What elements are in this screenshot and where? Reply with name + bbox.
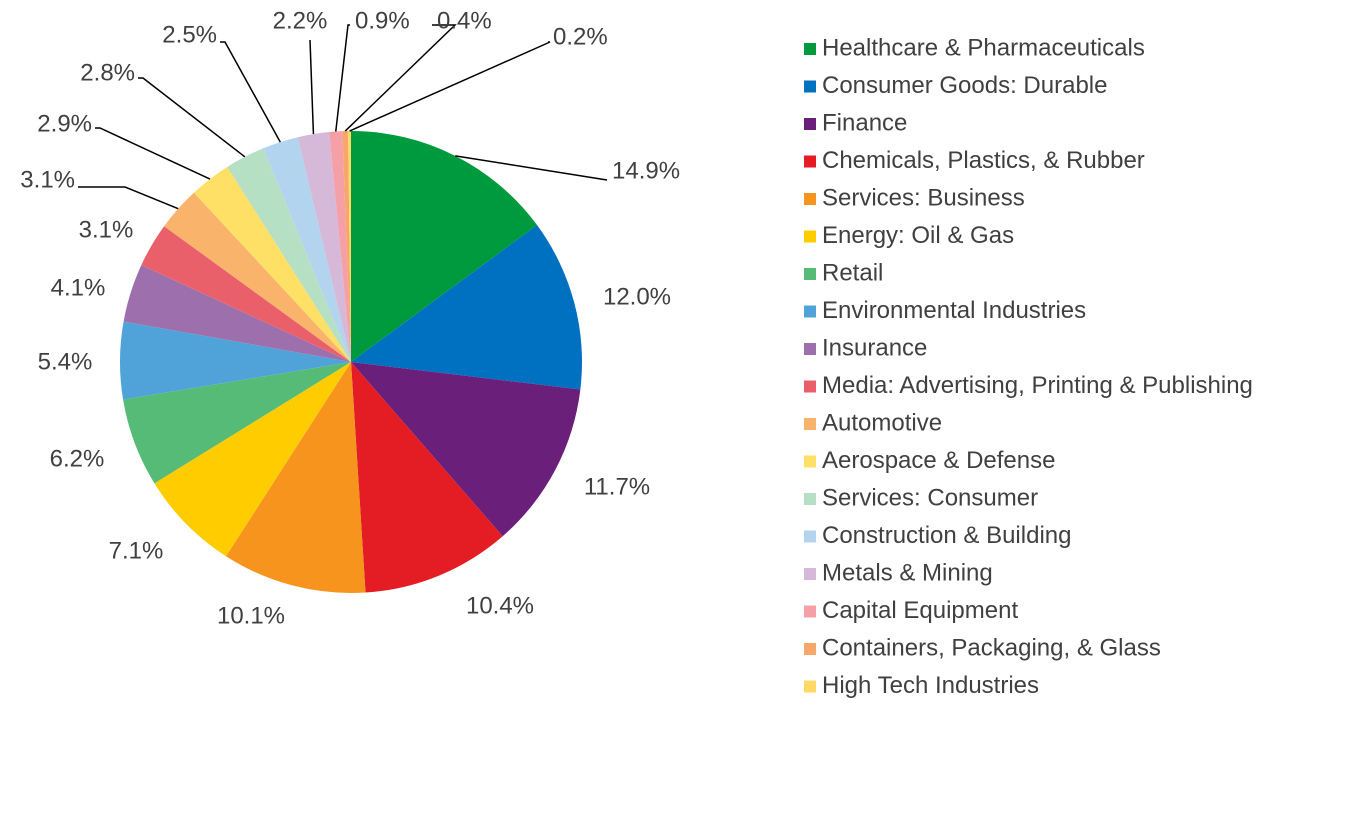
pie-slice — [342, 131, 351, 362]
legend-swatch — [804, 43, 816, 55]
pie-slice — [329, 131, 351, 362]
legend-label: Chemicals, Plastics, & Rubber — [822, 147, 1145, 174]
legend-label: Automotive — [822, 409, 942, 436]
legend-label: Retail — [822, 259, 883, 286]
data-label: 0.2% — [553, 23, 608, 50]
data-label: 2.2% — [273, 7, 328, 34]
pie-slice — [351, 362, 581, 537]
data-label: 10.1% — [217, 602, 285, 629]
data-label: 2.5% — [162, 21, 217, 48]
pie-slice — [348, 131, 351, 362]
legend-swatch — [804, 680, 816, 693]
data-label: 6.2% — [50, 445, 105, 472]
legend-label: Aerospace & Defense — [822, 447, 1055, 474]
legend-swatch — [804, 568, 816, 580]
legend-label: High Tech Industries — [822, 672, 1039, 699]
leader-line — [309, 39, 315, 135]
data-label: 12.0% — [603, 283, 671, 310]
pie-slice — [351, 362, 503, 593]
legend-label: Healthcare & Pharmaceuticals — [822, 34, 1145, 61]
data-label: 2.8% — [80, 59, 135, 86]
pie-slice — [141, 226, 351, 362]
legend-label: Media: Advertising, Printing & Publishin… — [822, 372, 1253, 399]
pie-slice — [226, 362, 366, 593]
legend-swatch — [804, 530, 816, 543]
legend-swatch — [804, 493, 816, 505]
leader-line — [455, 155, 608, 181]
pie-slice — [263, 137, 351, 362]
legend-label: Containers, Packaging, & Glass — [822, 634, 1161, 661]
leader-line — [335, 24, 350, 132]
data-label: 5.4% — [38, 348, 93, 375]
data-label: 4.1% — [51, 274, 106, 301]
pie-slice — [351, 225, 582, 390]
pie-slice — [193, 166, 351, 362]
legend-swatch — [804, 605, 816, 618]
data-label: 7.1% — [109, 537, 164, 564]
legend-swatch — [804, 418, 816, 430]
legend-label: Capital Equipment — [822, 597, 1018, 624]
pie-slice — [123, 362, 351, 484]
legend-swatch — [804, 343, 816, 355]
data-label: 10.4% — [466, 592, 534, 619]
data-label: 3.1% — [79, 216, 134, 243]
legend-swatch — [804, 268, 816, 280]
legend-label: Energy: Oil & Gas — [822, 222, 1014, 249]
leader-line — [344, 24, 457, 132]
data-label: 11.7% — [584, 473, 650, 500]
legend-label: Consumer Goods: Durable — [822, 72, 1107, 99]
legend-swatch — [804, 455, 816, 468]
leader-line — [78, 186, 179, 210]
pie-slice — [351, 131, 538, 362]
legend-swatch — [804, 380, 816, 393]
pie-slice — [164, 192, 351, 362]
legend-swatch — [804, 305, 816, 318]
data-label: 2.9% — [37, 110, 92, 137]
legend-label: Insurance — [822, 334, 927, 361]
leader-line — [138, 77, 246, 158]
leader-line — [220, 41, 281, 143]
data-label: 14.9% — [612, 157, 680, 184]
legend-swatch — [804, 643, 816, 655]
legend-label: Services: Business — [822, 184, 1025, 211]
legend-swatch — [804, 118, 816, 130]
pie-slice — [120, 321, 351, 400]
legend-label: Services: Consumer — [822, 484, 1038, 511]
pie-slice — [123, 264, 351, 362]
data-label: 0.4% — [437, 7, 492, 34]
legend-swatch — [804, 155, 816, 168]
legend-swatch — [804, 80, 816, 93]
data-label: 0.9% — [355, 7, 410, 34]
leader-line — [349, 41, 551, 132]
pie-slice — [297, 132, 351, 362]
pie-slice — [227, 148, 351, 362]
legend-label: Metals & Mining — [822, 559, 993, 586]
legend-swatch — [804, 193, 816, 205]
legend-label: Construction & Building — [822, 522, 1071, 549]
legend-label: Environmental Industries — [822, 297, 1086, 324]
leader-line — [95, 127, 211, 180]
pie-slice — [154, 362, 351, 557]
data-label: 3.1% — [20, 166, 75, 193]
legend-swatch — [804, 230, 816, 243]
legend-label: Finance — [822, 109, 907, 136]
